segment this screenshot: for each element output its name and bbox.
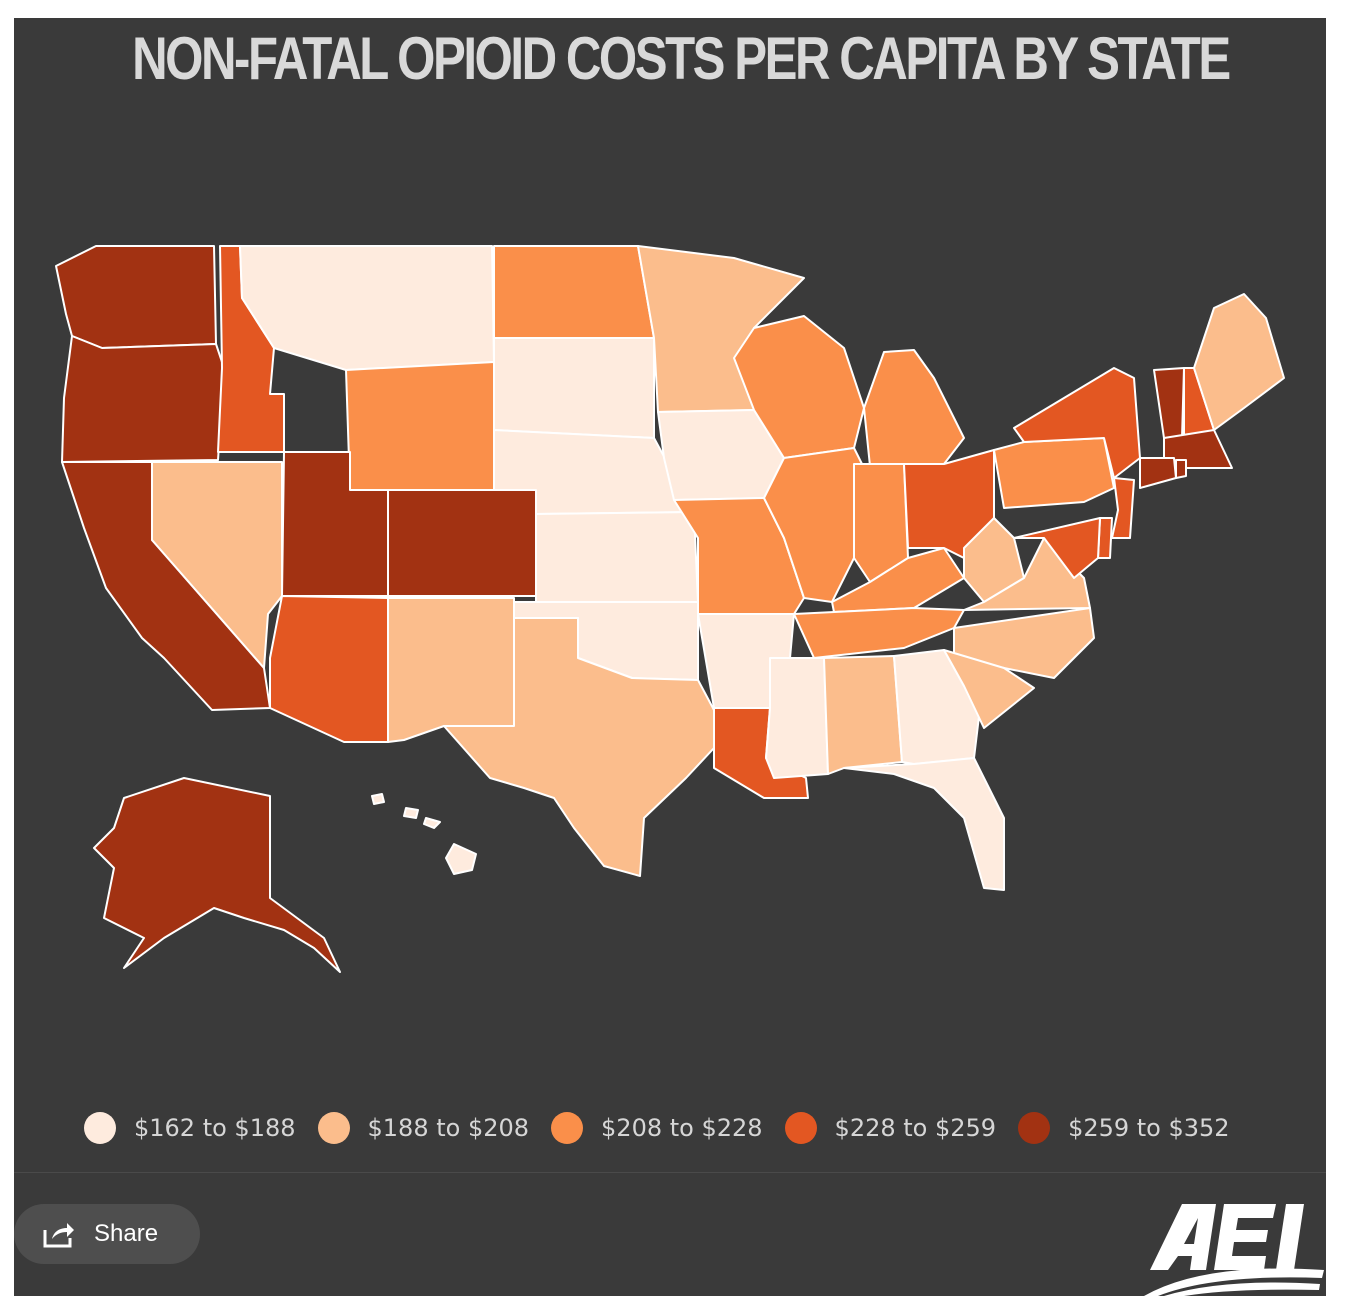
state-ri[interactable] — [1175, 459, 1187, 479]
state-fl[interactable] — [843, 757, 1005, 891]
state-vt[interactable] — [1153, 367, 1185, 439]
legend-swatch — [784, 1112, 817, 1144]
legend-label: $259 to $352 — [1068, 1114, 1230, 1142]
legend-swatch — [317, 1112, 350, 1144]
state-ak[interactable] — [93, 777, 341, 973]
state-hi[interactable] — [371, 793, 477, 875]
map-title: NON-FATAL OPIOID COSTS PER CAPITA BY STA… — [132, 25, 1231, 92]
state-me[interactable] — [1193, 293, 1285, 431]
state-or[interactable] — [61, 335, 225, 463]
state-sc[interactable] — [943, 649, 1035, 729]
state-pa[interactable] — [993, 437, 1115, 509]
state-ms[interactable] — [765, 657, 829, 779]
legend-item: $259 to $352 — [1018, 1112, 1230, 1144]
share-icon — [43, 1223, 74, 1248]
state-nd[interactable] — [493, 245, 655, 339]
state-wy[interactable] — [345, 361, 495, 491]
state-az[interactable] — [269, 595, 389, 743]
legend-item: $162 to $188 — [84, 1112, 296, 1144]
legend-label: $188 to $208 — [367, 1114, 530, 1142]
legend: $162 to $188 $188 to $208 $208 to $228 $228… — [84, 1112, 1252, 1144]
state-al[interactable] — [823, 655, 903, 775]
state-mt[interactable] — [239, 245, 495, 371]
share-label: Share — [94, 1220, 159, 1247]
state-co[interactable] — [387, 489, 537, 597]
legend-item: $208 to $228 — [551, 1112, 763, 1144]
legend-label: $208 to $228 — [601, 1114, 763, 1142]
legend-label: $228 to $259 — [834, 1114, 997, 1142]
legend-swatch — [1018, 1112, 1051, 1144]
legend-label: $162 to $188 — [134, 1114, 296, 1142]
state-md[interactable] — [1013, 517, 1101, 579]
legend-item: $228 to $259 — [784, 1112, 997, 1144]
divider — [14, 1172, 1326, 1173]
state-mi[interactable] — [863, 349, 965, 467]
us-map — [55, 245, 1285, 973]
state-ma[interactable] — [1163, 429, 1233, 469]
state-nm[interactable] — [387, 597, 515, 743]
aei-logo — [1144, 1204, 1324, 1296]
state-nj[interactable] — [1111, 477, 1135, 539]
state-ks[interactable] — [535, 511, 699, 603]
legend-swatch — [84, 1112, 116, 1144]
state-nv[interactable] — [151, 461, 283, 669]
state-sd[interactable] — [493, 337, 655, 439]
legend-item: $188 to $208 — [317, 1112, 530, 1144]
map-panel: NON-FATAL OPIOID COSTS PER CAPITA BY STA… — [14, 18, 1326, 1296]
state-wa[interactable] — [55, 245, 217, 349]
share-button[interactable]: Share — [14, 1204, 200, 1264]
state-tx[interactable] — [443, 617, 715, 877]
state-ct[interactable] — [1139, 457, 1177, 489]
legend-swatch — [551, 1112, 584, 1144]
